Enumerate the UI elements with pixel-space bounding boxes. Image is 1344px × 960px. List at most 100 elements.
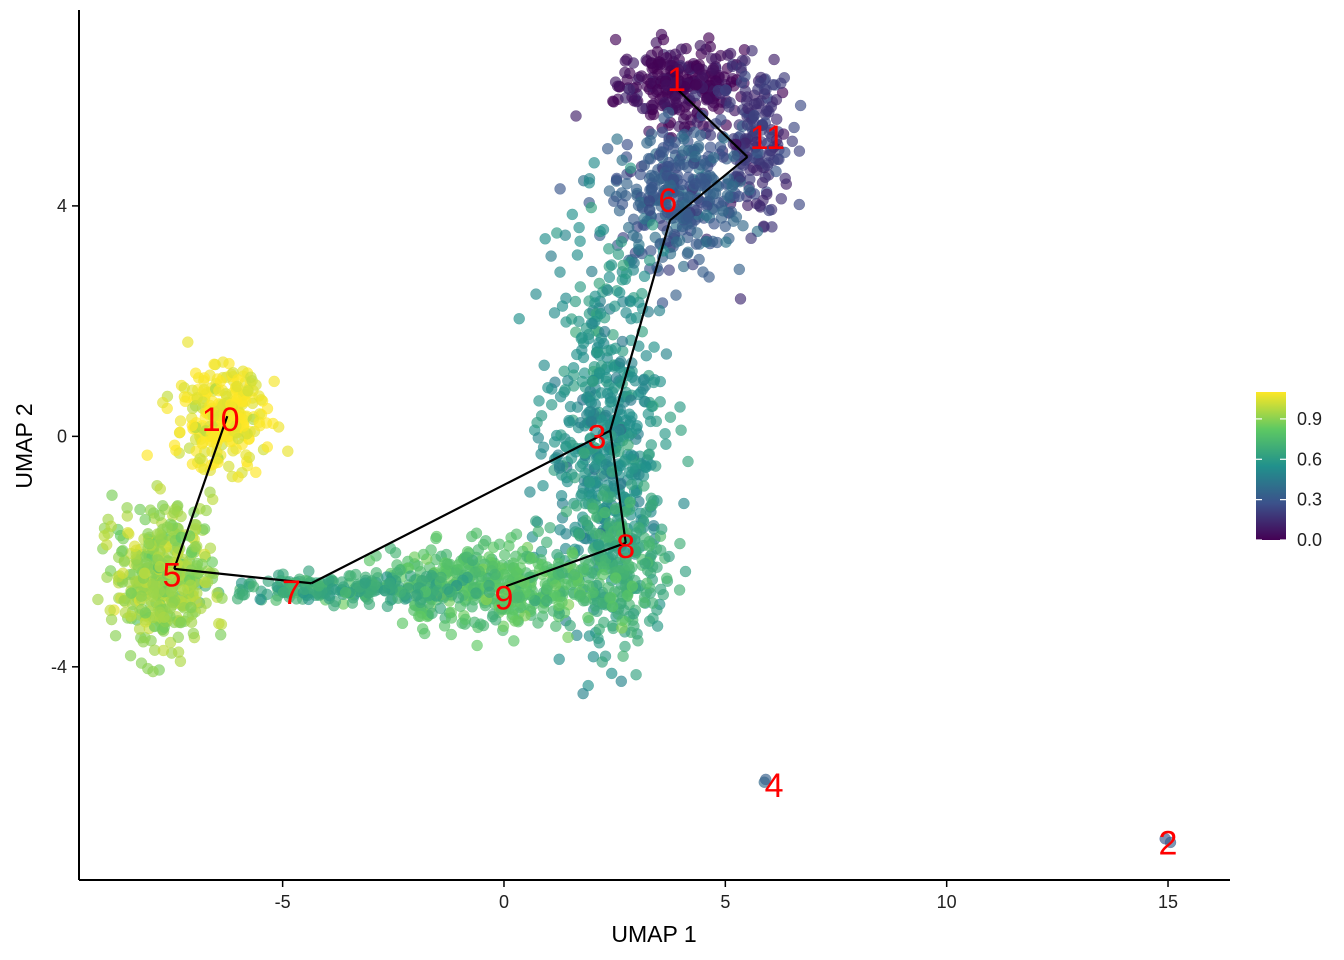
cell-point <box>583 173 596 185</box>
cell-point <box>625 394 637 406</box>
cell-point <box>679 565 692 578</box>
cell-point <box>645 459 657 471</box>
cell-point <box>165 585 177 597</box>
cell-point <box>596 568 609 581</box>
cell-point <box>121 502 133 514</box>
cell-point <box>268 375 280 388</box>
colorbar-tick-label: 0.0 <box>1297 530 1322 550</box>
cell-point <box>628 257 640 269</box>
cell-point <box>435 571 447 584</box>
cell-point <box>461 551 473 563</box>
cell-point <box>157 644 170 657</box>
cell-point <box>442 558 454 570</box>
cell-point <box>720 236 732 248</box>
cell-point <box>674 401 686 413</box>
cell-point <box>489 614 502 626</box>
cell-point <box>588 157 600 169</box>
cell-point <box>694 179 707 191</box>
cell-point <box>104 565 117 577</box>
cell-point <box>445 612 458 624</box>
cell-point <box>658 96 671 109</box>
cell-point <box>328 599 340 612</box>
cell-point <box>172 631 185 644</box>
cell-point <box>682 455 694 468</box>
cell-point <box>770 113 783 125</box>
cell-point <box>245 371 257 383</box>
cell-point <box>706 235 719 248</box>
cell-point <box>185 616 198 628</box>
cell-point <box>670 97 683 109</box>
cell-point <box>156 500 169 512</box>
cell-point <box>474 618 487 630</box>
cell-point <box>545 398 558 411</box>
cell-point <box>497 620 510 633</box>
cell-point <box>261 402 274 415</box>
cell-point <box>128 540 141 552</box>
cell-point <box>574 281 587 293</box>
cell-point <box>568 568 581 581</box>
cluster-label: 3 <box>587 418 606 456</box>
cell-point <box>541 582 553 595</box>
x-tick-label: -5 <box>275 892 291 912</box>
cell-point <box>752 146 764 159</box>
cell-point <box>217 356 229 368</box>
y-ticks: -4 0 4 <box>51 196 79 677</box>
cell-point <box>247 580 260 593</box>
cell-point <box>691 227 703 239</box>
cell-point <box>192 372 205 384</box>
cell-point <box>681 248 694 260</box>
cell-point <box>597 490 609 502</box>
cell-point <box>616 198 629 210</box>
cell-point <box>105 520 117 533</box>
x-ticks: -5 0 5 10 15 <box>275 880 1178 912</box>
cell-point <box>585 416 598 428</box>
cell-point <box>174 415 187 427</box>
cell-point <box>621 53 633 66</box>
trajectory-segment <box>678 89 749 158</box>
cell-point <box>200 504 212 517</box>
cell-point <box>540 536 553 549</box>
cell-point <box>550 620 562 632</box>
cell-point <box>593 337 605 349</box>
cell-point <box>756 119 769 132</box>
cell-point <box>212 456 224 469</box>
cell-point <box>680 108 692 121</box>
cell-point <box>418 627 431 640</box>
cell-point <box>255 394 268 406</box>
cluster-label: 4 <box>765 767 784 805</box>
cell-point <box>670 236 683 248</box>
cell-point <box>626 580 639 592</box>
cell-point <box>635 70 648 82</box>
cell-point <box>559 229 572 241</box>
cell-point <box>242 385 254 397</box>
cell-point <box>615 235 628 248</box>
cell-point <box>621 589 634 601</box>
cell-point <box>302 593 315 606</box>
cell-point <box>638 480 650 492</box>
cell-point <box>254 419 266 432</box>
cell-point <box>617 259 629 272</box>
cell-point <box>544 521 556 534</box>
cell-point <box>640 349 653 362</box>
cell-point <box>363 554 376 567</box>
cell-point <box>186 384 199 397</box>
cell-point <box>573 221 585 234</box>
cell-point <box>503 540 515 552</box>
cell-point <box>673 584 686 596</box>
cell-point <box>214 629 227 641</box>
cell-point <box>646 181 658 194</box>
cell-point <box>583 406 595 418</box>
cell-point <box>779 172 791 185</box>
cell-point <box>115 545 128 558</box>
cell-point <box>556 300 569 312</box>
cell-point <box>525 552 538 564</box>
cell-point <box>674 159 686 171</box>
cell-point <box>531 416 543 429</box>
cell-point <box>135 590 148 602</box>
cell-point <box>689 150 702 163</box>
colorbar-tick-label: 0.9 <box>1297 409 1322 429</box>
cell-point <box>644 415 657 428</box>
colorbar-ticks: 0.0 0.3 0.6 0.9 <box>1256 409 1322 550</box>
cell-point <box>718 132 730 144</box>
cell-point <box>143 537 155 550</box>
